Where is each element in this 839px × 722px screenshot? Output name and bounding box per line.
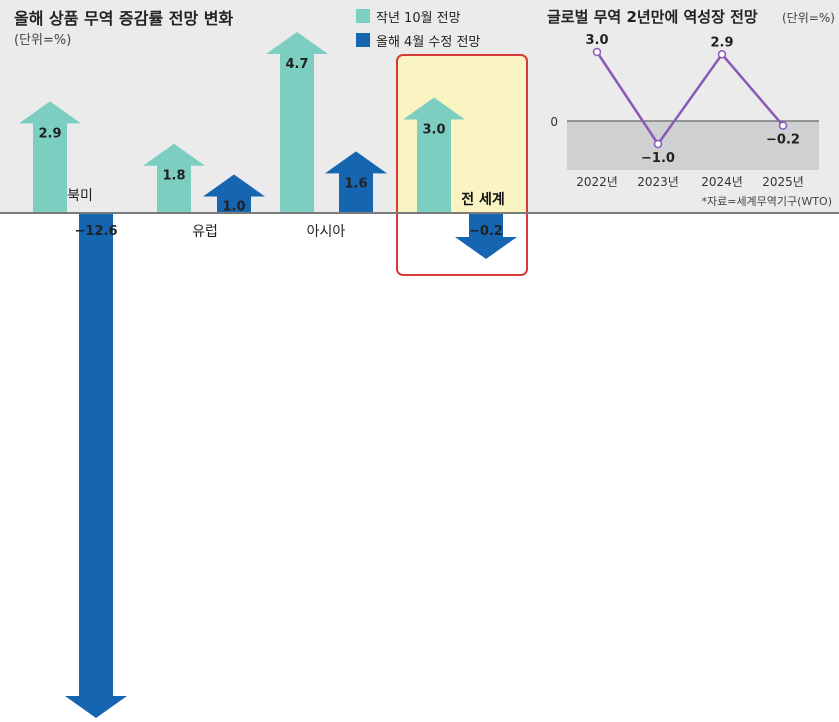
bar-arrow-prev-0: [19, 101, 81, 213]
bar-value-label-prev-0: 2.9: [38, 126, 61, 141]
line-x-tick-3: 2025년: [762, 175, 804, 189]
line-chart-title: 글로벌 무역 2년만에 역성장 전망: [547, 8, 758, 26]
bar-arrow-prev-1: [143, 143, 205, 213]
line-value-label-0: 3.0: [585, 33, 608, 48]
bar-arrow-revised-0: [65, 213, 127, 718]
bar-arrow-revised-1: [203, 174, 265, 213]
bar-value-label-revised-3: −0.2: [469, 224, 503, 239]
line-point-2: [717, 50, 727, 59]
bar-chart-unit: (단위=%): [14, 33, 71, 48]
line-value-label-2: 2.9: [710, 35, 733, 50]
bar-value-label-prev-2: 4.7: [285, 57, 308, 72]
legend-label-prev: 작년 10월 전망: [376, 11, 461, 26]
line-chart-zero-label: 0: [550, 115, 558, 129]
bar-arrow-revised-3: [455, 213, 517, 259]
world-highlight-box: [396, 54, 528, 276]
category-label-3: 전 세계: [461, 191, 505, 208]
line-x-tick-0: 2022년: [576, 175, 618, 189]
line-layer: 3.0 −1.0 2.9 −0.2 2022년 2023년 2024년 2025년: [576, 33, 804, 189]
bar-value-label-prev-1: 1.8: [162, 169, 185, 184]
category-label-0: 북미: [67, 188, 93, 204]
line-value-label-3: −0.2: [766, 133, 800, 148]
bar-value-label-prev-3: 3.0: [422, 123, 445, 138]
line-chart-source: *자료=세계무역기구(WTO): [701, 195, 832, 208]
legend-label-revised: 올해 4월 수정 전망: [376, 35, 480, 50]
bar-chart-title: 올해 상품 무역 증감률 전망 변화: [14, 9, 233, 28]
bar-arrow-prev-3: [403, 97, 465, 213]
line-chart-unit: (단위=%): [782, 11, 835, 25]
line-point-1: [653, 139, 663, 149]
legend-swatch-prev: [356, 9, 370, 23]
line-value-label-1: −1.0: [641, 151, 675, 166]
bar-arrow-revised-2: [325, 151, 387, 213]
bar-value-label-revised-0: −12.6: [75, 224, 118, 239]
line-series: [595, 51, 784, 147]
category-label-1: 유럽: [192, 224, 218, 240]
line-chart-negative-shade: [567, 121, 819, 170]
bar-value-label-revised-1: 1.0: [222, 200, 245, 215]
legend-swatch-revised: [356, 33, 370, 47]
bar-arrow-prev-2: [266, 32, 328, 213]
category-label-2: 아시아: [307, 224, 346, 240]
line-point-3: [778, 121, 788, 130]
line-x-tick-1: 2023년: [637, 175, 679, 189]
bar-value-label-revised-2: 1.6: [344, 176, 367, 191]
line-x-tick-2: 2024년: [701, 175, 743, 189]
world-highlight-fill: [397, 55, 527, 213]
line-point-0: [592, 47, 602, 57]
